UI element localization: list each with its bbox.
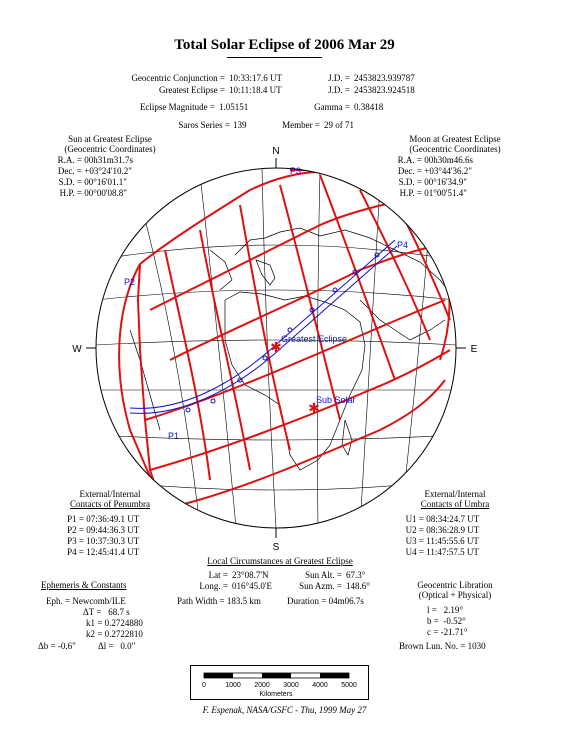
duration: Duration = 04m06.7s [287,596,364,606]
sun-row: Dec. = +03°24'10.2" [57,166,132,176]
lat-value: 23°08.7'N [232,570,269,580]
mag-label: Eclipse Magnitude = [139,102,215,112]
umbra-contacts: U1 = 08:34:24.7 UT U2 = 08:36:28.9 UT U3… [396,514,480,558]
penumbra-heading: External/Internal [79,489,141,499]
member-label: Member = [282,120,320,130]
p2-label: P2 [124,277,135,287]
sub-solar-label: Sub Solar [316,395,356,405]
central-path [129,239,398,414]
long-label: Long. = [199,581,228,591]
ge-value: 10:11:18.4 UT [229,85,282,95]
p4-label: P4 [397,240,408,250]
member-value: 29 of 71 [324,120,354,130]
globe-outline [95,167,457,529]
title-underline [227,57,322,58]
ephem-k1: k1 = 0.2724880 [86,618,143,628]
sun-coords: R.A. = 00h31m31.7s Dec. = +03°24'10.2" S… [40,155,133,199]
scale-tick: 3000 [283,682,299,689]
umbra-subheading: Contacts of Umbra [420,499,490,509]
scale-tick: 0 [202,682,206,689]
ephem-db: Δb = -0.6" [38,641,76,651]
penumbra-subheading: Contacts of Penumbra [70,499,150,509]
p3-label: P3 [290,166,301,176]
sun-row: S.D. = 00°16'01.1" [58,177,127,187]
sun-azm-label: Sun Azm. = [299,581,342,591]
ge-label: Greatest Eclipse = [158,85,225,95]
local-heading: Local Circumstances at Greatest Eclipse [207,556,353,566]
libration-subheading: (Optical + Physical) [418,590,492,600]
north-label: N [272,146,279,157]
umbra-heading: External/Internal [424,489,486,499]
scale-tick: 1000 [225,682,241,689]
sun-row: R.A. = 00h31m31.7s [57,155,134,165]
lat-label: Lat = [208,570,228,580]
page-title: Total Solar Eclipse of 2006 Mar 29 [174,37,395,53]
penumbra-row: P4 = 12:45:41.4 UT [67,547,140,557]
sub-solar-marker: ✱ [308,400,320,416]
penumbra-row: P3 = 10:37:30.3 UT [67,536,140,546]
saros-value: 139 [233,120,247,130]
moon-heading: Moon at Greatest Eclipse [409,134,501,144]
moon-subheading: (Geocentric Coordinates) [409,144,501,154]
mag-value: 1.05151 [219,102,249,112]
sun-subheading: (Geocentric Coordinates) [64,144,156,154]
libration-l: l = 2.19° [427,605,463,615]
west-label: W [72,344,82,355]
gamma-value: 0.38418 [354,102,384,112]
penumbra-contacts: P1 = 07:36:49.1 UT P2 = 09:44:36.3 UT P3… [56,514,139,558]
moon-row: Dec. = +03°44'36.2" [397,166,472,176]
scale-tick: 2000 [254,682,270,689]
scale-segment [204,673,233,678]
scale-frame [190,665,369,700]
saros-label: Saros Series = [178,120,230,130]
credit-line: F. Espenak, NASA/GSFC - Thu, 1999 May 27 [202,705,367,715]
scale-segment [262,673,291,678]
umbra-row: U2 = 08:36:28.9 UT [405,525,480,535]
scale-tick: 4000 [312,682,328,689]
penumbra-row: P1 = 07:36:49.1 UT [67,514,140,524]
gamma-label: Gamma = [314,102,350,112]
conj-label: Geocentric Conjunction = [131,73,225,83]
ephem-dt: ΔT = 68.7 s [83,607,130,617]
path-width: Path Width = 183.5 km [177,596,261,606]
jd2-label: J.D. = [328,85,350,95]
libration-c: c = -21.71° [427,627,468,637]
ephem-source: Eph. = Newcomb/ILE [46,596,126,606]
moon-row: R.A. = 00h30m46.6s [397,155,474,165]
moon-coords: R.A. = 00h30m46.6s Dec. = +03°44'36.2" S… [380,155,473,199]
scale-segment [320,673,349,678]
sun-row: H.P. = 00°00'08.8" [59,188,127,198]
conj-value: 10:33:17.6 UT [229,73,282,83]
ephem-k2: k2 = 0.2722810 [86,629,143,639]
long-value: 016°45.0'E [232,581,272,591]
penumbra-grid [118,168,451,506]
libration-b: b = -0.52° [427,616,466,626]
sun-alt-label: Sun Alt. = [305,570,342,580]
ephem-heading: Ephemeris & Constants [41,580,127,590]
brown-lunation: Brown Lun. No. = 1030 [399,641,486,651]
libration-heading: Geocentric Libration [417,580,493,590]
ephem-dl: Δl = 0.0" [98,641,136,651]
east-label: E [471,344,478,355]
jd2-value: 2453823.924518 [354,85,415,95]
sun-alt-value: 67.3° [346,570,366,580]
moon-row: H.P. = 01°00'51.4" [399,188,467,198]
south-label: S [273,542,280,553]
penumbra-row: P2 = 09:44:36.3 UT [67,525,140,535]
scale-tick: 5000 [341,682,357,689]
jd1-label: J.D. = [328,73,350,83]
sun-azm-value: 148.6° [346,581,370,591]
distance-scale: 0 1000 2000 3000 4000 5000 Kilometers [190,665,369,700]
umbra-row: U3 = 11:45:55.6 UT [405,536,479,546]
scale-unit: Kilometers [259,691,293,698]
umbra-row: U4 = 11:47:57.5 UT [405,547,479,557]
moon-row: S.D. = 00°16'34.9" [398,177,467,187]
umbra-row: U1 = 08:34:24.7 UT [405,514,480,524]
greatest-eclipse-marker: ✱ [270,339,282,355]
jd1-value: 2453823.939787 [354,73,415,83]
sun-heading: Sun at Greatest Eclipse [68,134,152,144]
p1-label: P1 [168,431,179,441]
greatest-eclipse-label: Greatest Eclipse [281,334,347,344]
